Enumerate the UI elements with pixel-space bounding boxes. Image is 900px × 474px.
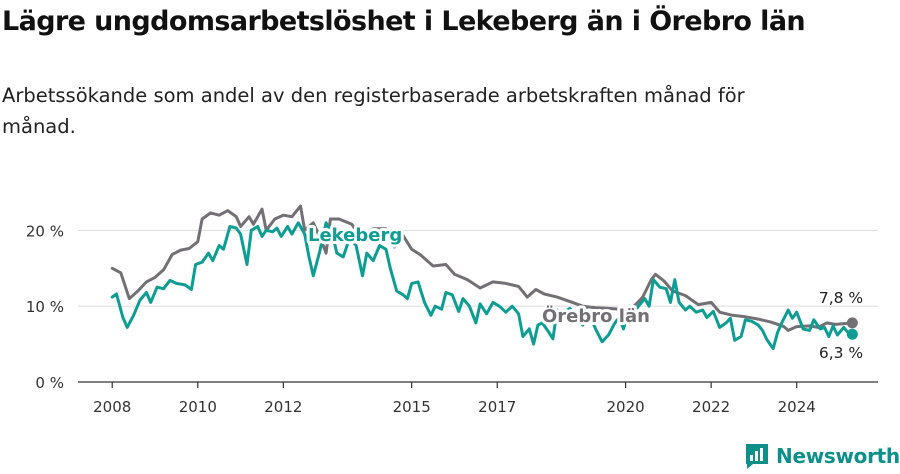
y-axis: 0 % 10 % 20 % [26, 222, 64, 392]
x-tick-label: 2008 [93, 398, 131, 416]
svg-text:Lekeberg: Lekeberg [308, 225, 402, 246]
y-tick-label: 20 % [26, 222, 64, 240]
end-point-orebro-lan [846, 317, 858, 329]
x-tick-label: 2017 [478, 398, 516, 416]
brand-logo[interactable]: Newsworthy [744, 440, 900, 472]
x-tick-label: 2012 [264, 398, 302, 416]
x-tick-label: 2024 [778, 398, 816, 416]
y-tick-label: 10 % [26, 298, 64, 316]
end-point-lekeberg [846, 328, 858, 340]
y-tick-label: 0 % [35, 374, 64, 392]
series-lines [110, 204, 858, 351]
brand-name: Newsworthy [776, 444, 900, 468]
newsworthy-logo-icon [746, 444, 768, 469]
series-line-lekeberg [110, 221, 854, 351]
svg-text:Örebro län: Örebro län [542, 305, 650, 327]
end-value-label-orebro-lan: 7,8 % [819, 289, 863, 307]
svg-text:Örebro län: Örebro län [542, 305, 650, 327]
x-tick-label: 2022 [692, 398, 730, 416]
chart-title: Lägre ungdomsarbetslöshet i Lekeberg än … [2, 6, 806, 37]
x-tick-label: 2020 [606, 398, 644, 416]
x-tick-label: 2015 [393, 398, 431, 416]
x-tick-label: 2010 [179, 398, 217, 416]
grid-lines [78, 229, 878, 307]
chart-subtitle: Arbetssökande som andel av den registerb… [2, 84, 745, 138]
svg-text:Lekeberg: Lekeberg [308, 225, 402, 246]
x-axis: 2008 2010 2012 2015 2017 2020 2022 2024 [78, 381, 878, 416]
end-value-label-lekeberg: 6,3 % [819, 344, 863, 362]
line-chart: 0 % 10 % 20 % 2008 2010 2012 2015 2017 2020 2022… [26, 204, 878, 416]
series-line-orebro-lan [110, 204, 854, 332]
